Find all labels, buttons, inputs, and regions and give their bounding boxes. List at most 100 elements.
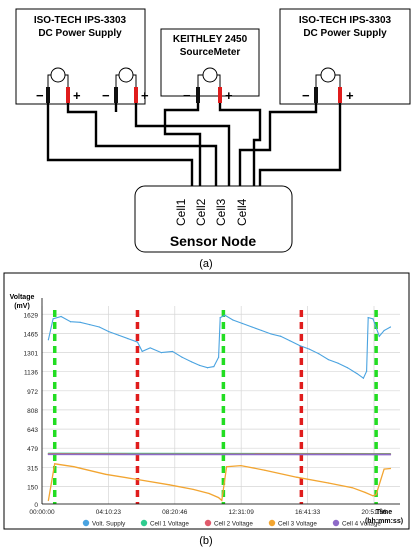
data-point bbox=[318, 353, 320, 355]
data-point bbox=[221, 499, 223, 502]
x-tick-label: 04:10:23 bbox=[96, 509, 122, 516]
data-point bbox=[168, 484, 170, 486]
data-point bbox=[60, 315, 62, 318]
data-point bbox=[372, 495, 374, 497]
x-axis-title: Time bbox=[376, 509, 392, 516]
plus-sign: + bbox=[141, 88, 149, 103]
legend-label: Cell 3 Voltage bbox=[278, 521, 317, 528]
data-point bbox=[73, 466, 75, 468]
data-point bbox=[136, 341, 139, 343]
y-tick-label: 1136 bbox=[24, 370, 38, 377]
x-axis-title: (hh:mm:ss) bbox=[365, 518, 403, 525]
data-point bbox=[356, 372, 358, 375]
data-point bbox=[367, 317, 369, 319]
data-point bbox=[389, 326, 392, 328]
data-point bbox=[70, 321, 72, 323]
supply-right-title: ISO-TECH IPS-3303 bbox=[299, 15, 392, 26]
sensor-node-box bbox=[134, 185, 293, 253]
legend-label: Volt. Supply bbox=[92, 521, 126, 528]
data-point bbox=[232, 319, 234, 321]
data-point bbox=[224, 314, 226, 316]
data-point bbox=[240, 464, 242, 467]
data-point bbox=[136, 478, 139, 481]
legend-label: Cell 4 Voltage bbox=[342, 521, 381, 528]
wiring-diagram: ISO-TECH IPS-3303 DC Power Supply KEITHL… bbox=[15, 8, 411, 253]
y-tick-label: 150 bbox=[27, 485, 38, 492]
data-point bbox=[190, 361, 193, 363]
data-point bbox=[365, 370, 368, 372]
y-tick-label: 479 bbox=[27, 446, 38, 453]
data-point bbox=[181, 356, 183, 358]
data-point bbox=[346, 367, 349, 369]
data-point bbox=[218, 496, 220, 499]
data-point bbox=[52, 318, 54, 320]
data-point bbox=[295, 476, 298, 478]
y-tick-label: 643 bbox=[27, 427, 38, 434]
data-point bbox=[171, 350, 174, 353]
data-point bbox=[54, 463, 56, 465]
y-tick-label: 1465 bbox=[24, 331, 39, 338]
data-point bbox=[327, 482, 329, 484]
y-tick-label: 972 bbox=[27, 389, 38, 396]
caption-a: (a) bbox=[199, 258, 213, 270]
sourcemeter-subtitle: SourceMeter bbox=[180, 47, 241, 58]
sourcemeter-title: KEITHLEY 2450 bbox=[173, 34, 248, 45]
data-point bbox=[270, 333, 272, 335]
minus-sign: − bbox=[102, 88, 110, 103]
data-point bbox=[337, 362, 339, 364]
data-point bbox=[213, 365, 215, 368]
legend-marker bbox=[204, 519, 212, 527]
supply-left-title: ISO-TECH IPS-3303 bbox=[34, 15, 127, 26]
data-point bbox=[327, 358, 329, 361]
legend-marker bbox=[268, 519, 276, 527]
data-point bbox=[149, 347, 151, 349]
data-point bbox=[389, 467, 392, 470]
data-point bbox=[160, 351, 162, 354]
y-tick-label: 1301 bbox=[24, 350, 39, 357]
x-tick-label: 16:41:33 bbox=[295, 509, 321, 516]
data-point bbox=[79, 321, 81, 323]
data-point bbox=[206, 367, 209, 369]
data-point bbox=[241, 322, 244, 325]
minus-sign: − bbox=[36, 88, 44, 103]
data-point bbox=[251, 326, 253, 328]
data-point bbox=[280, 335, 282, 337]
positive-terminals bbox=[66, 87, 342, 103]
legend-marker bbox=[140, 519, 148, 527]
data-point bbox=[47, 453, 49, 456]
voltage-chart: 0 150 315 479 643 808 972 1136 1301 1465 1629 00:00… bbox=[3, 272, 410, 530]
y-axis-title: (mV) bbox=[14, 303, 30, 310]
data-point bbox=[260, 329, 263, 332]
y-tick-label: 0 bbox=[34, 502, 38, 509]
cell-label: Cell3 bbox=[214, 198, 228, 226]
data-point bbox=[364, 491, 366, 493]
supply-left-box bbox=[15, 8, 146, 105]
legend-marker bbox=[332, 519, 340, 527]
data-point bbox=[198, 364, 201, 366]
data-point bbox=[351, 487, 353, 489]
data-point bbox=[47, 339, 49, 341]
ammeter-leads bbox=[47, 74, 341, 89]
data-point bbox=[362, 377, 365, 379]
chart-frame bbox=[3, 272, 410, 530]
data-point bbox=[383, 468, 385, 470]
negative-terminals bbox=[46, 87, 318, 103]
legend-marker bbox=[82, 519, 90, 527]
cell-label: Cell1 bbox=[174, 198, 188, 226]
x-tick-label: 20:51:56 bbox=[361, 509, 387, 516]
data-point bbox=[108, 331, 110, 333]
data-point bbox=[218, 356, 220, 358]
y-axis-title: Voltage bbox=[10, 294, 35, 301]
minus-sign: − bbox=[302, 88, 310, 103]
cell-label: Cell2 bbox=[194, 198, 208, 226]
plus-sign: + bbox=[225, 88, 233, 103]
x-tick-label: 00:00:00 bbox=[29, 509, 55, 516]
data-point bbox=[383, 329, 385, 332]
plus-sign: + bbox=[346, 88, 354, 103]
data-point bbox=[98, 326, 100, 328]
data-point bbox=[264, 469, 266, 471]
data-point bbox=[289, 340, 291, 342]
supply-left-subtitle: DC Power Supply bbox=[38, 28, 122, 39]
data-point bbox=[141, 350, 143, 353]
wires bbox=[46, 103, 342, 188]
